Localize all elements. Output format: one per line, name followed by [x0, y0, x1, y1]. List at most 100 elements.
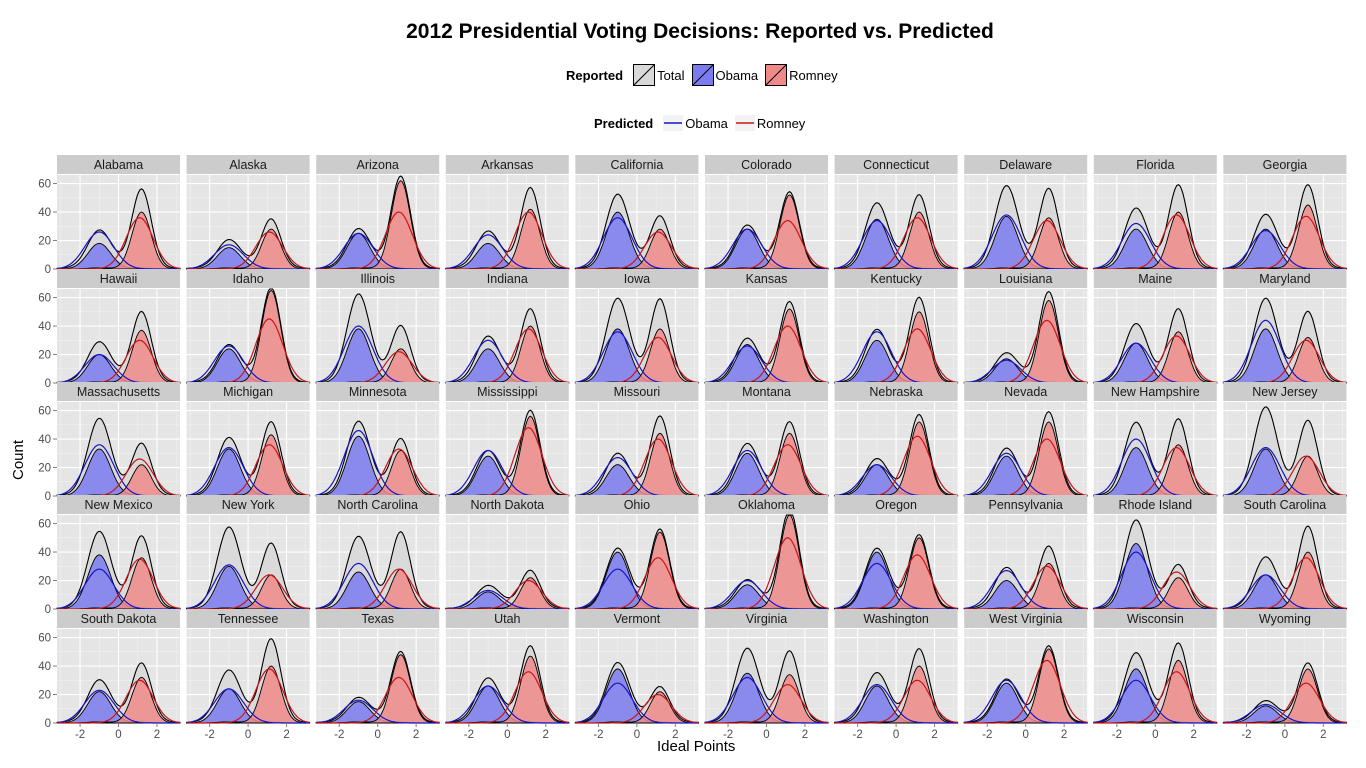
strip-label: Kentucky: [870, 272, 922, 286]
strip-label: Rhode Island: [1118, 498, 1192, 512]
x-tick-label: 2: [413, 729, 419, 741]
panel-utah: Utah -2 0 2: [445, 609, 570, 741]
strip-label: Florida: [1136, 158, 1174, 172]
strip-new-jersey: [1223, 382, 1347, 401]
strip-south-dakota: [57, 609, 180, 628]
strip-label: Connecticut: [863, 158, 930, 172]
x-tick-label: 2: [672, 729, 678, 741]
x-tick-label: -2: [334, 729, 344, 741]
predicted-romney-line: [705, 683, 829, 724]
strip-label: South Carolina: [1244, 498, 1327, 512]
y-tick-label: 20: [38, 463, 51, 475]
predicted-romney-line: [575, 693, 699, 724]
panel-north-carolina: North Carolina: [315, 495, 440, 610]
strip-label: Ohio: [624, 498, 650, 512]
strip-label: New Mexico: [84, 498, 152, 512]
strip-label: Illinois: [360, 272, 395, 286]
panel-wisconsin: Wisconsin -2 0 2: [1093, 609, 1218, 741]
strip-connecticut: [834, 155, 958, 174]
strip-label: Wyoming: [1259, 612, 1311, 626]
x-tick-label: 2: [931, 729, 937, 741]
y-tick-label: 60: [38, 519, 51, 531]
y-tick-label: 0: [45, 264, 51, 276]
strip-rhode-island: [1093, 495, 1217, 514]
x-tick-label: 2: [283, 729, 289, 741]
panel-delaware: Delaware: [963, 155, 1088, 270]
legend-key-romney: [765, 64, 788, 86]
x-axis-title: Ideal Points: [657, 738, 736, 755]
x-tick-label: 0: [763, 729, 769, 741]
strip-label: Utah: [494, 612, 520, 626]
panel-alaska: Alaska: [186, 155, 311, 270]
strip-label: Pennsylvania: [989, 498, 1063, 512]
strip-label: California: [610, 158, 663, 172]
panel-maine: Maine: [1093, 269, 1218, 384]
strip-michigan: [186, 382, 310, 401]
strip-new-york: [186, 495, 310, 514]
strip-label: Missouri: [614, 385, 661, 399]
strip-label: Alaska: [229, 158, 267, 172]
predicted-romney-line: [57, 679, 181, 724]
panel-kentucky: Kentucky: [834, 269, 959, 384]
strip-west-virginia: [964, 609, 1088, 628]
x-tick-label: 0: [1282, 729, 1288, 741]
panel-ohio: Ohio: [574, 495, 699, 610]
strip-label: Hawaii: [100, 272, 138, 286]
x-tick-label: 0: [374, 729, 380, 741]
strip-washington: [834, 609, 958, 628]
predicted-obama-line: [1223, 703, 1347, 724]
y-tick-label: 0: [45, 378, 51, 390]
strip-label: Michigan: [223, 385, 273, 399]
y-tick-label: 20: [38, 690, 51, 702]
panel-new-hampshire: New Hampshire: [1093, 382, 1218, 497]
strip-label: Idaho: [232, 272, 263, 286]
y-tick-label: 20: [38, 576, 51, 588]
x-tick-label: 0: [893, 729, 899, 741]
y-tick-label: 40: [38, 321, 51, 333]
predicted-obama-line: [834, 684, 958, 724]
legend-reported-title: Reported: [566, 67, 624, 83]
strip-alaska: [186, 155, 310, 174]
x-tick-label: 0: [1152, 729, 1158, 741]
strip-maryland: [1223, 269, 1347, 288]
panel-oregon: Oregon: [834, 495, 959, 610]
panel-montana: Montana: [704, 382, 829, 497]
y-tick-label: 60: [38, 293, 51, 305]
panel-idaho: Idaho: [186, 269, 311, 384]
x-tick-label: 0: [245, 729, 251, 741]
panel-iowa: Iowa: [574, 269, 699, 384]
panel-rhode-island: Rhode Island: [1093, 495, 1218, 610]
strip-california: [575, 155, 699, 174]
x-tick-label: -2: [205, 729, 215, 741]
y-tick-label: 40: [38, 547, 51, 559]
legend-label-pred-obama: Obama: [685, 115, 728, 131]
strip-virginia: [705, 609, 828, 628]
panel-massachusetts: Massachusetts 0 20 40 60: [38, 382, 181, 503]
strip-texas: [316, 609, 440, 628]
predicted-romney-line: [445, 671, 569, 724]
strip-kentucky: [834, 269, 958, 288]
panel-virginia: Virginia -2 0 2: [704, 609, 829, 741]
legend-key-total: [633, 64, 656, 86]
strip-mississippi: [445, 382, 569, 401]
y-tick-label: 0: [45, 491, 51, 503]
x-tick-label: 0: [504, 729, 510, 741]
strip-label: New Hampshire: [1111, 385, 1200, 399]
panel-washington: Washington -2 0 2: [834, 609, 959, 741]
x-tick-label: 2: [802, 729, 808, 741]
strip-iowa: [575, 269, 699, 288]
strip-pennsylvania: [964, 495, 1088, 514]
x-tick-label: 2: [543, 729, 549, 741]
y-tick-label: 60: [38, 406, 51, 418]
predicted-romney-line: [834, 679, 958, 724]
panel-pennsylvania: Pennsylvania: [963, 495, 1088, 610]
strip-new-hampshire: [1093, 382, 1217, 401]
panel-kansas: Kansas: [704, 269, 829, 384]
strip-label: Alabama: [94, 158, 143, 172]
strip-label: Texas: [361, 612, 394, 626]
panel-south-carolina: South Carolina: [1222, 495, 1347, 610]
strip-nevada: [964, 382, 1088, 401]
strip-illinois: [316, 269, 440, 288]
x-tick-label: 0: [634, 729, 640, 741]
panel-missouri: Missouri: [574, 382, 699, 497]
